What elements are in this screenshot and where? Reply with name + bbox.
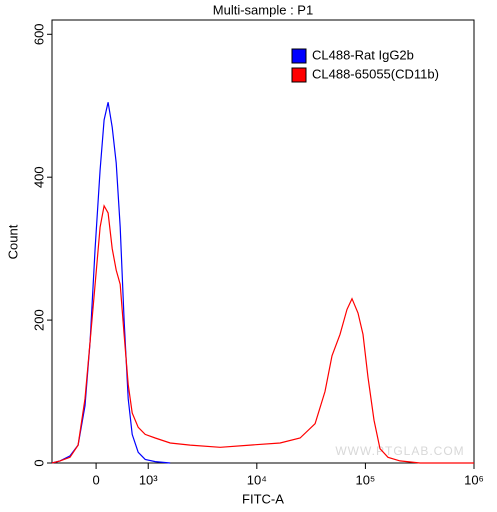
- x-tick-label: 10⁶: [464, 472, 484, 487]
- plot-frame: [51, 19, 475, 464]
- series-line: [51, 204, 474, 464]
- y-tick-label: 200: [31, 309, 46, 331]
- legend-swatch: [291, 67, 307, 83]
- x-tick-label: 10⁴: [247, 472, 267, 487]
- legend-label: CL488-Rat IgG2b: [312, 47, 414, 62]
- legend-swatch: [291, 48, 307, 64]
- x-tick-label: 10³: [139, 472, 158, 487]
- x-axis-label: FITC-A: [242, 491, 284, 506]
- watermark: WWW.PTGLAB.COM: [335, 444, 464, 458]
- chart-title: Multi-sample : P1: [213, 2, 313, 17]
- legend-label: CL488-65055(CD11b): [312, 66, 439, 81]
- x-tick-label: 0: [92, 472, 99, 487]
- y-tick-label: 600: [31, 23, 46, 45]
- y-tick-label: 0: [31, 459, 46, 466]
- x-tick-label: 10⁵: [355, 472, 375, 487]
- y-tick-label: 400: [31, 166, 46, 188]
- series-line: [51, 102, 171, 464]
- y-axis-label: Count: [5, 224, 20, 259]
